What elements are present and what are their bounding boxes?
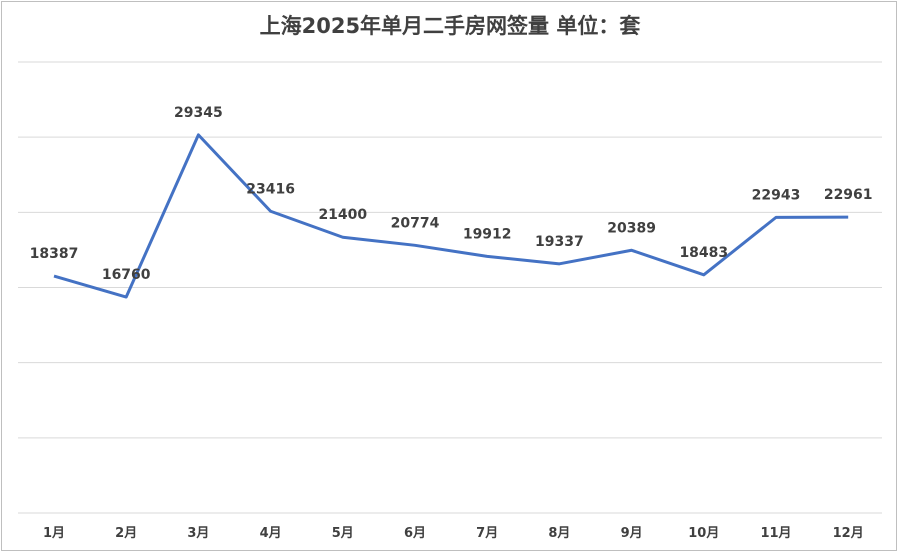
data-label: 20774 xyxy=(391,215,440,231)
x-tick-label: 3月 xyxy=(187,526,209,541)
data-label: 22943 xyxy=(752,187,801,203)
x-tick-label: 8月 xyxy=(548,526,570,541)
data-label: 18483 xyxy=(679,245,728,261)
data-label: 18387 xyxy=(30,246,79,262)
data-label: 23416 xyxy=(246,181,295,197)
x-tick-label: 1月 xyxy=(43,526,65,541)
data-label: 19912 xyxy=(463,226,512,242)
x-axis-labels: 1月 2月 3月 4月 5月 6月 7月 8月 9月 10月 11月 12月 xyxy=(43,526,864,541)
x-tick-label: 9月 xyxy=(621,526,643,541)
chart-title: 上海2025年单月二手房网签量 单位：套 xyxy=(259,14,641,38)
data-labels: 18387 16760 29345 23416 21400 20774 19912 19337… xyxy=(30,105,873,283)
series-line-group xyxy=(53,133,849,299)
gridlines xyxy=(18,61,882,514)
x-tick-label: 6月 xyxy=(404,526,426,541)
x-tick-label: 7月 xyxy=(476,526,498,541)
data-label: 22961 xyxy=(824,187,873,203)
series-line xyxy=(53,133,849,299)
data-label: 29345 xyxy=(174,105,223,121)
x-tick-label: 4月 xyxy=(260,526,282,541)
data-label: 21400 xyxy=(318,207,367,223)
x-tick-label: 11月 xyxy=(760,526,791,541)
data-label: 19337 xyxy=(535,234,584,250)
x-tick-label: 10月 xyxy=(688,526,719,541)
x-tick-label: 2月 xyxy=(115,526,137,541)
x-tick-label: 5月 xyxy=(332,526,354,541)
data-label: 20389 xyxy=(607,220,656,236)
data-label: 16760 xyxy=(102,267,151,283)
x-tick-label: 12月 xyxy=(833,526,864,541)
